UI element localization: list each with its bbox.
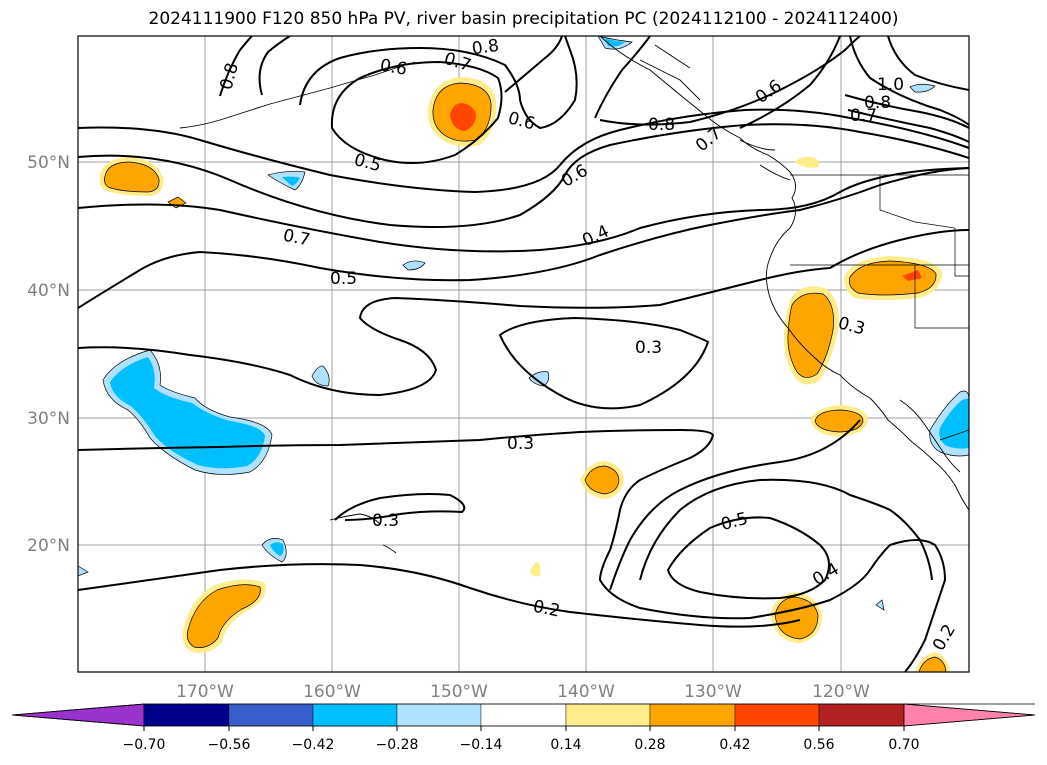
- lon-label-130w: 130°W: [684, 682, 742, 702]
- colorbar-segment: [228, 703, 314, 727]
- colorbar-tick-label: 0.56: [803, 737, 834, 753]
- colorbar-ticks: [143, 726, 905, 731]
- map-title: 2024111900 F120 850 hPa PV, river basin …: [148, 9, 899, 29]
- colorbar-tick-label: 0.14: [550, 737, 581, 753]
- contour-label: 0.8: [648, 115, 675, 135]
- colorbar: −0.70 −0.56 −0.42 −0.28 −0.14 0.14 0.28 …: [11, 703, 1036, 753]
- country-state-borders: [790, 174, 969, 441]
- colorbar-tick-label: −0.14: [460, 737, 503, 753]
- contour-label: 0.5: [330, 269, 357, 289]
- lon-label-140w: 140°W: [557, 682, 615, 702]
- map-frame: [77, 35, 970, 673]
- longitude-labels: 170°W 160°W 150°W 140°W 130°W 120°W: [176, 682, 870, 702]
- contour-label: 0.3: [507, 434, 534, 454]
- colorbar-segment: [143, 703, 230, 727]
- contour-label: 0.3: [372, 511, 399, 531]
- colorbar-tick-label: −0.28: [376, 737, 419, 753]
- lon-label-150w: 150°W: [430, 682, 488, 702]
- contour-label: 0.3: [635, 338, 662, 358]
- colorbar-segment: [312, 703, 398, 727]
- lat-label-30n: 30°N: [27, 409, 70, 429]
- colorbar-tick-label: −0.70: [123, 737, 166, 753]
- latitude-labels: 50°N 40°N 30°N 20°N: [27, 153, 70, 556]
- lat-label-20n: 20°N: [27, 536, 70, 556]
- lon-label-170w: 170°W: [176, 682, 234, 702]
- colorbar-tick-label: 0.70: [888, 737, 919, 753]
- colorbar-segment: [480, 703, 567, 727]
- contour-label: 0.7: [850, 106, 877, 126]
- colorbar-extend-high: [903, 703, 1036, 727]
- contour-label: 0.6: [378, 55, 408, 79]
- colorbar-tick-label: 0.42: [719, 737, 750, 753]
- lon-label-160w: 160°W: [303, 682, 361, 702]
- colorbar-extend-low: [11, 703, 145, 727]
- lat-label-40n: 40°N: [27, 281, 70, 301]
- contour-label: 0.8: [864, 93, 891, 113]
- colorbar-tick-label: 0.28: [634, 737, 665, 753]
- precipitation-positive-areas: [99, 77, 950, 672]
- colorbar-segment: [396, 703, 482, 727]
- colorbar-segment: [649, 703, 736, 727]
- colorbar-tick-label: −0.42: [292, 737, 335, 753]
- colorbar-tick-label: −0.56: [208, 737, 251, 753]
- colorbar-segment: [565, 703, 651, 727]
- lat-label-50n: 50°N: [27, 153, 70, 173]
- contour-label: 1.0: [877, 75, 904, 95]
- lon-label-120w: 120°W: [812, 682, 870, 702]
- contour-label: 0.8: [471, 36, 501, 60]
- precipitation-negative-areas: [78, 36, 969, 611]
- colorbar-segment: [734, 703, 820, 727]
- colorbar-segment: [818, 703, 905, 727]
- pv-contours: [78, 36, 969, 672]
